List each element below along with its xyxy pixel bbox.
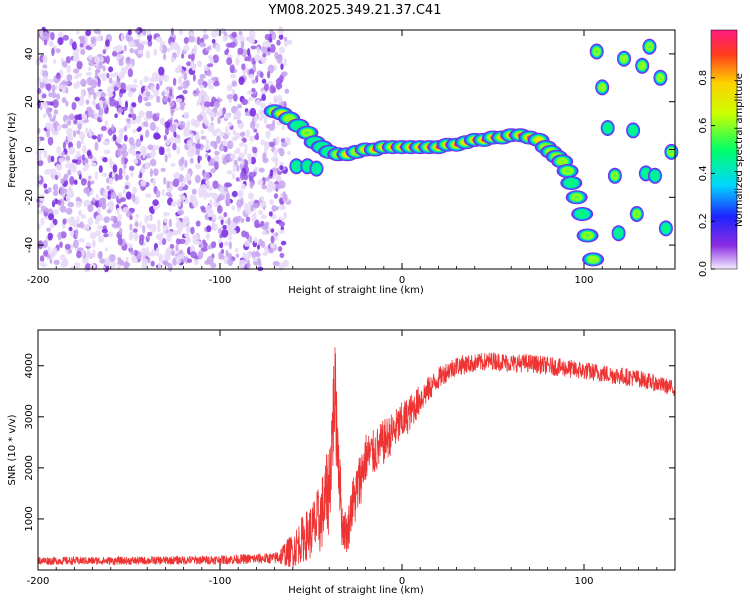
snr-x-axis-label: Height of straight line (km) [288, 585, 424, 596]
spectrogram-x-axis-label: Height of straight line (km) [288, 285, 424, 296]
track-blob [571, 207, 594, 221]
snr-y-tick-label: 3000 [24, 404, 35, 429]
colorbar-label: Normalized spectral amplitude [734, 73, 745, 227]
spot-blob [635, 57, 650, 74]
colorbar-tick-label: 0.6 [698, 118, 709, 134]
spot-blob [642, 38, 657, 55]
spectrogram-x-tick-label: -100 [209, 275, 232, 286]
spectrogram-y-tick-label: 20 [24, 95, 35, 108]
spectrogram-x-tick-label: 100 [574, 275, 593, 286]
spectrogram-y-tick-label: 40 [24, 48, 35, 61]
snr-y-axis-label: SNR (10 * v/v) [7, 414, 18, 485]
spot-blob [289, 158, 304, 175]
snr-frame [37, 329, 676, 571]
chart-title: YM08.2025.349.21.37.C41 [268, 3, 442, 18]
snr-series-line [37, 347, 676, 569]
colorbar-tick-label: 0.8 [698, 70, 709, 86]
spectrogram-x-tick-label: 0 [399, 275, 405, 286]
colorbar: 0.0 0.2 0.4 0.6 0.8 Normalized spectral ampl… [698, 29, 745, 277]
spot-blob [617, 50, 631, 67]
snr-x-tick-label: -100 [209, 576, 232, 587]
spot-blob [600, 120, 615, 136]
track-blob [582, 252, 605, 267]
spot-blob [664, 143, 679, 160]
spectrogram-y-axis-label: Frequency (Hz) [7, 112, 18, 188]
spot-blob [648, 167, 662, 184]
track-blob [556, 164, 579, 178]
snr-y-tick-label: 1000 [24, 506, 35, 531]
spectrogram-y-tick-label: 0 [24, 146, 35, 152]
spot-blob [309, 160, 324, 177]
spot-blob [629, 206, 644, 222]
track-blob [576, 228, 599, 243]
colorbar-tick-label: 0.4 [698, 165, 709, 181]
spectrogram-y-tick-label: -20 [24, 189, 35, 205]
track-blob [560, 176, 583, 190]
spectrogram-noise-region [35, 26, 293, 273]
colorbar-tick-label: 0.2 [698, 213, 709, 229]
colorbar-tick-label: 0.0 [698, 261, 709, 277]
snr-x-tick-label: -200 [27, 576, 50, 587]
track-blob [565, 190, 588, 205]
spot-blob [653, 69, 668, 86]
snr-ticks: -200 -100 0 100 1000 2000 3000 4000 [24, 330, 675, 587]
spot-blob [611, 225, 626, 242]
spot-blob [595, 79, 610, 96]
spot-blob [589, 43, 604, 60]
colorbar-ticks: 0.0 0.2 0.4 0.6 0.8 [698, 70, 715, 277]
spectrogram-y-tick-label: -40 [24, 237, 35, 253]
spot-blob [658, 220, 673, 237]
spot-blob [626, 122, 641, 139]
snr-x-tick-label: 100 [574, 576, 593, 587]
snr-y-tick-label: 4000 [24, 353, 35, 378]
spectrogram-isolated-spots [289, 38, 679, 242]
spectrogram-x-tick-label: -200 [27, 275, 50, 286]
snr-panel: -200 -100 0 100 1000 2000 3000 4000 Height of s… [7, 329, 676, 596]
snr-y-tick-label: 2000 [24, 455, 35, 480]
spot-blob [607, 167, 622, 184]
spectrogram-signal-track [263, 104, 605, 267]
snr-x-tick-label: 0 [399, 576, 405, 587]
colorbar-gradient [710, 29, 738, 270]
